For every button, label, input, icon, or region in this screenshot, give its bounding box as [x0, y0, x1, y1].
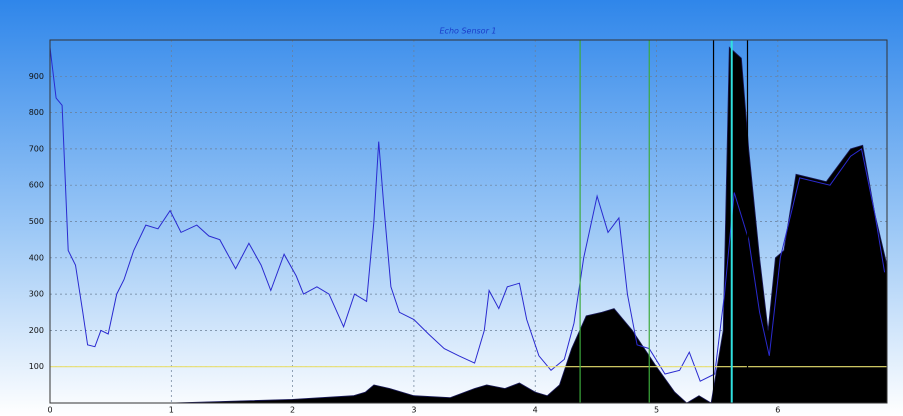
x-tick-label: 1: [169, 406, 174, 415]
y-tick-label: 600: [29, 181, 44, 190]
chart-title: Echo Sensor 1: [439, 27, 496, 36]
x-tick-label: 5: [654, 406, 659, 415]
y-tick-label: 900: [29, 72, 44, 81]
plot-border: [49, 39, 888, 404]
y-tick-label: 500: [29, 217, 44, 226]
y-tick-label: 800: [29, 108, 44, 117]
y-tick-label: 700: [29, 144, 44, 153]
x-tick-label: 2: [290, 406, 295, 415]
x-tick-label: 4: [533, 406, 538, 415]
x-tick-label: 6: [775, 406, 780, 415]
line: [49, 47, 886, 382]
y-tick-label: 400: [29, 253, 44, 262]
y-tick-label: 300: [29, 290, 44, 299]
area: [50, 46, 888, 404]
x-tick-label: 3: [411, 406, 416, 415]
plot-area: [49, 40, 888, 404]
y-tick-label: 100: [29, 362, 44, 371]
x-tick-label: 0: [47, 406, 52, 415]
y-tick-label: 200: [29, 326, 44, 335]
